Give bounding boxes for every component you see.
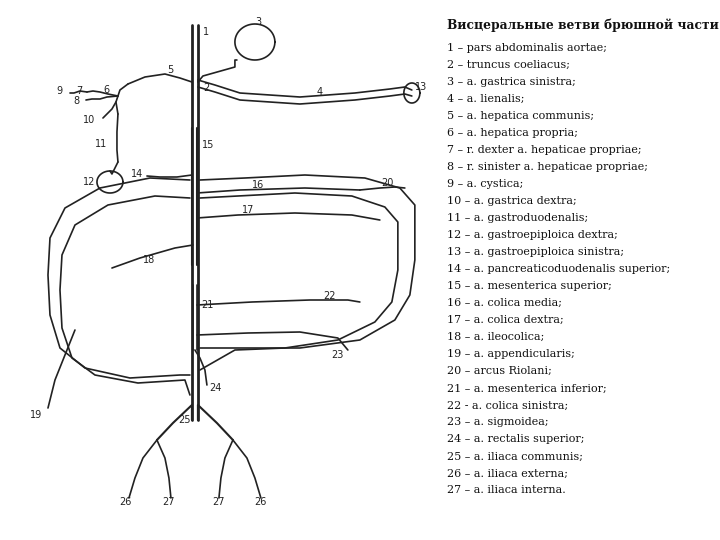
Text: 6: 6 (104, 85, 110, 95)
Text: 8: 8 (74, 96, 80, 106)
Text: 3: 3 (255, 17, 261, 27)
Text: 26: 26 (255, 497, 267, 507)
Text: 8 – r. sinister a. hepaticae propriae;: 8 – r. sinister a. hepaticae propriae; (447, 162, 648, 172)
Text: 9 – a. cystica;: 9 – a. cystica; (447, 179, 523, 190)
Text: 3 – a. gastrica sinistra;: 3 – a. gastrica sinistra; (447, 77, 576, 87)
Text: 22 - a. colica sinistra;: 22 - a. colica sinistra; (447, 400, 569, 410)
Text: 21: 21 (201, 300, 213, 310)
Text: 10: 10 (83, 115, 95, 125)
Text: 13: 13 (415, 82, 427, 92)
Text: 5 – a. hepatica communis;: 5 – a. hepatica communis; (447, 111, 595, 122)
Text: 25 – a. iliaca communis;: 25 – a. iliaca communis; (447, 451, 583, 462)
Text: 18: 18 (143, 255, 155, 265)
Text: 19: 19 (30, 410, 42, 420)
Text: 23 – a. sigmoidea;: 23 – a. sigmoidea; (447, 417, 549, 428)
Text: 27: 27 (212, 497, 225, 507)
Text: 27: 27 (163, 497, 175, 507)
Text: 20: 20 (382, 178, 394, 188)
Text: 7: 7 (76, 86, 82, 96)
Text: 26: 26 (119, 497, 131, 507)
Text: 24 – a. rectalis superior;: 24 – a. rectalis superior; (447, 434, 585, 444)
Text: 4 – a. lienalis;: 4 – a. lienalis; (447, 94, 525, 104)
Text: 16 – a. colica media;: 16 – a. colica media; (447, 298, 562, 308)
Text: 17: 17 (242, 205, 254, 215)
Text: 13 – a. gastroepiploica sinistra;: 13 – a. gastroepiploica sinistra; (447, 247, 624, 258)
Text: 14 – a. pancreaticoduodenalis superior;: 14 – a. pancreaticoduodenalis superior; (447, 264, 670, 274)
Text: 14: 14 (131, 169, 143, 179)
Text: 6 – a. hepatica propria;: 6 – a. hepatica propria; (447, 128, 578, 138)
Text: 12: 12 (83, 177, 95, 187)
Text: 16: 16 (252, 180, 264, 190)
Text: 4: 4 (317, 87, 323, 97)
Text: 2 – truncus coeliacus;: 2 – truncus coeliacus; (447, 60, 570, 70)
Text: 1: 1 (203, 27, 209, 37)
Text: 7 – r. dexter a. hepaticae propriae;: 7 – r. dexter a. hepaticae propriae; (447, 145, 642, 156)
Text: 26 – a. iliaca externa;: 26 – a. iliaca externa; (447, 468, 568, 478)
Text: 21 – a. mesenterica inferior;: 21 – a. mesenterica inferior; (447, 383, 607, 394)
Text: 17 – a. colica dextra;: 17 – a. colica dextra; (447, 315, 564, 326)
Text: 15: 15 (202, 140, 215, 150)
Text: 25: 25 (179, 415, 191, 425)
Text: 20 – arcus Riolani;: 20 – arcus Riolani; (447, 366, 552, 376)
Text: 11 – a. gastroduodenalis;: 11 – a. gastroduodenalis; (447, 213, 588, 224)
Text: 18 – a. ileocolica;: 18 – a. ileocolica; (447, 332, 544, 342)
Text: 24: 24 (209, 383, 221, 393)
Text: 15 – a. mesenterica superior;: 15 – a. mesenterica superior; (447, 281, 612, 292)
Text: 19 – a. appendicularis;: 19 – a. appendicularis; (447, 349, 575, 360)
Text: 9: 9 (57, 86, 63, 96)
Text: 12 – a. gastroepiploica dextra;: 12 – a. gastroepiploica dextra; (447, 230, 618, 240)
Text: 27 – a. iliaca interna.: 27 – a. iliaca interna. (447, 485, 566, 496)
Text: 22: 22 (323, 291, 336, 301)
Text: 1 – pars abdominalis aortae;: 1 – pars abdominalis aortae; (447, 43, 607, 53)
Text: 5: 5 (167, 65, 173, 75)
Text: 10 – a. gastrica dextra;: 10 – a. gastrica dextra; (447, 196, 577, 206)
Text: 11: 11 (95, 139, 107, 149)
Text: 23: 23 (332, 350, 344, 360)
Text: Висцеральные ветви брюшной части аорты:: Висцеральные ветви брюшной части аорты: (447, 19, 720, 32)
Text: 2: 2 (203, 83, 210, 93)
